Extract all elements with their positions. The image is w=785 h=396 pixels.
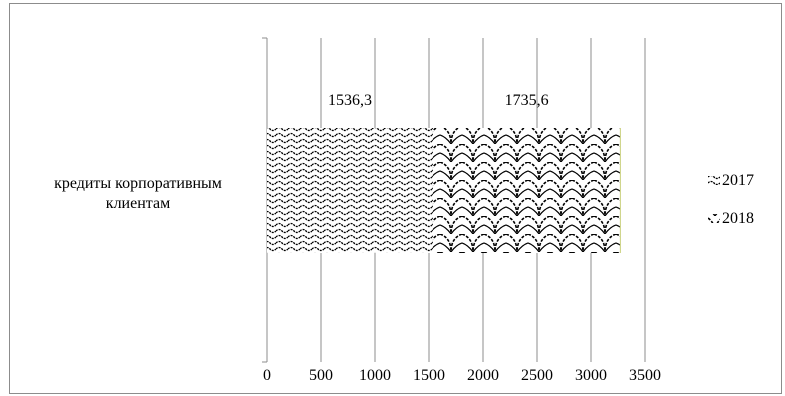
- bar-2017: [267, 128, 433, 253]
- x-tick-label: 3500: [629, 367, 661, 384]
- bar-2018: [432, 128, 621, 253]
- data-label-2017: 1536,3: [328, 92, 372, 109]
- x-tick-label: 2000: [467, 367, 499, 384]
- x-tick-label: 2500: [521, 367, 553, 384]
- x-tick-label: 0: [263, 367, 271, 384]
- category-label: клиентам: [106, 195, 170, 212]
- x-tick-label: 1500: [413, 367, 445, 384]
- legend-label-2017: 2017: [722, 172, 754, 189]
- x-tick-labels: 0 500 1000 1500 2000 2500 3000 3500: [263, 367, 661, 384]
- x-tick-label: 500: [309, 367, 333, 384]
- data-label-2018: 1735,6: [505, 92, 549, 109]
- data-labels: 1536,3 1735,6: [328, 92, 549, 109]
- legend-label-2018: 2018: [722, 210, 754, 227]
- x-tick-label: 3000: [575, 367, 607, 384]
- x-tick-label: 1000: [359, 367, 391, 384]
- category-label: кредиты корпоративным: [54, 175, 222, 192]
- legend: 2017 2018: [708, 172, 754, 227]
- category-labels: кредиты корпоративным клиентам: [54, 175, 222, 212]
- y-axis: [262, 37, 268, 363]
- bar-segments: [267, 128, 621, 253]
- legend-swatch-2017: [708, 176, 720, 185]
- legend-swatch-2018: [708, 214, 720, 223]
